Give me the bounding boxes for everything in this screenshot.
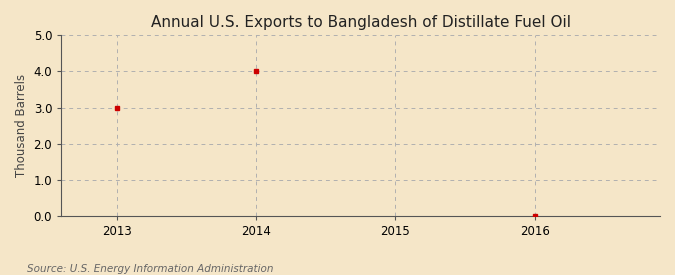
Title: Annual U.S. Exports to Bangladesh of Distillate Fuel Oil: Annual U.S. Exports to Bangladesh of Dis…	[151, 15, 570, 30]
Text: Source: U.S. Energy Information Administration: Source: U.S. Energy Information Administ…	[27, 264, 273, 274]
Y-axis label: Thousand Barrels: Thousand Barrels	[15, 74, 28, 177]
